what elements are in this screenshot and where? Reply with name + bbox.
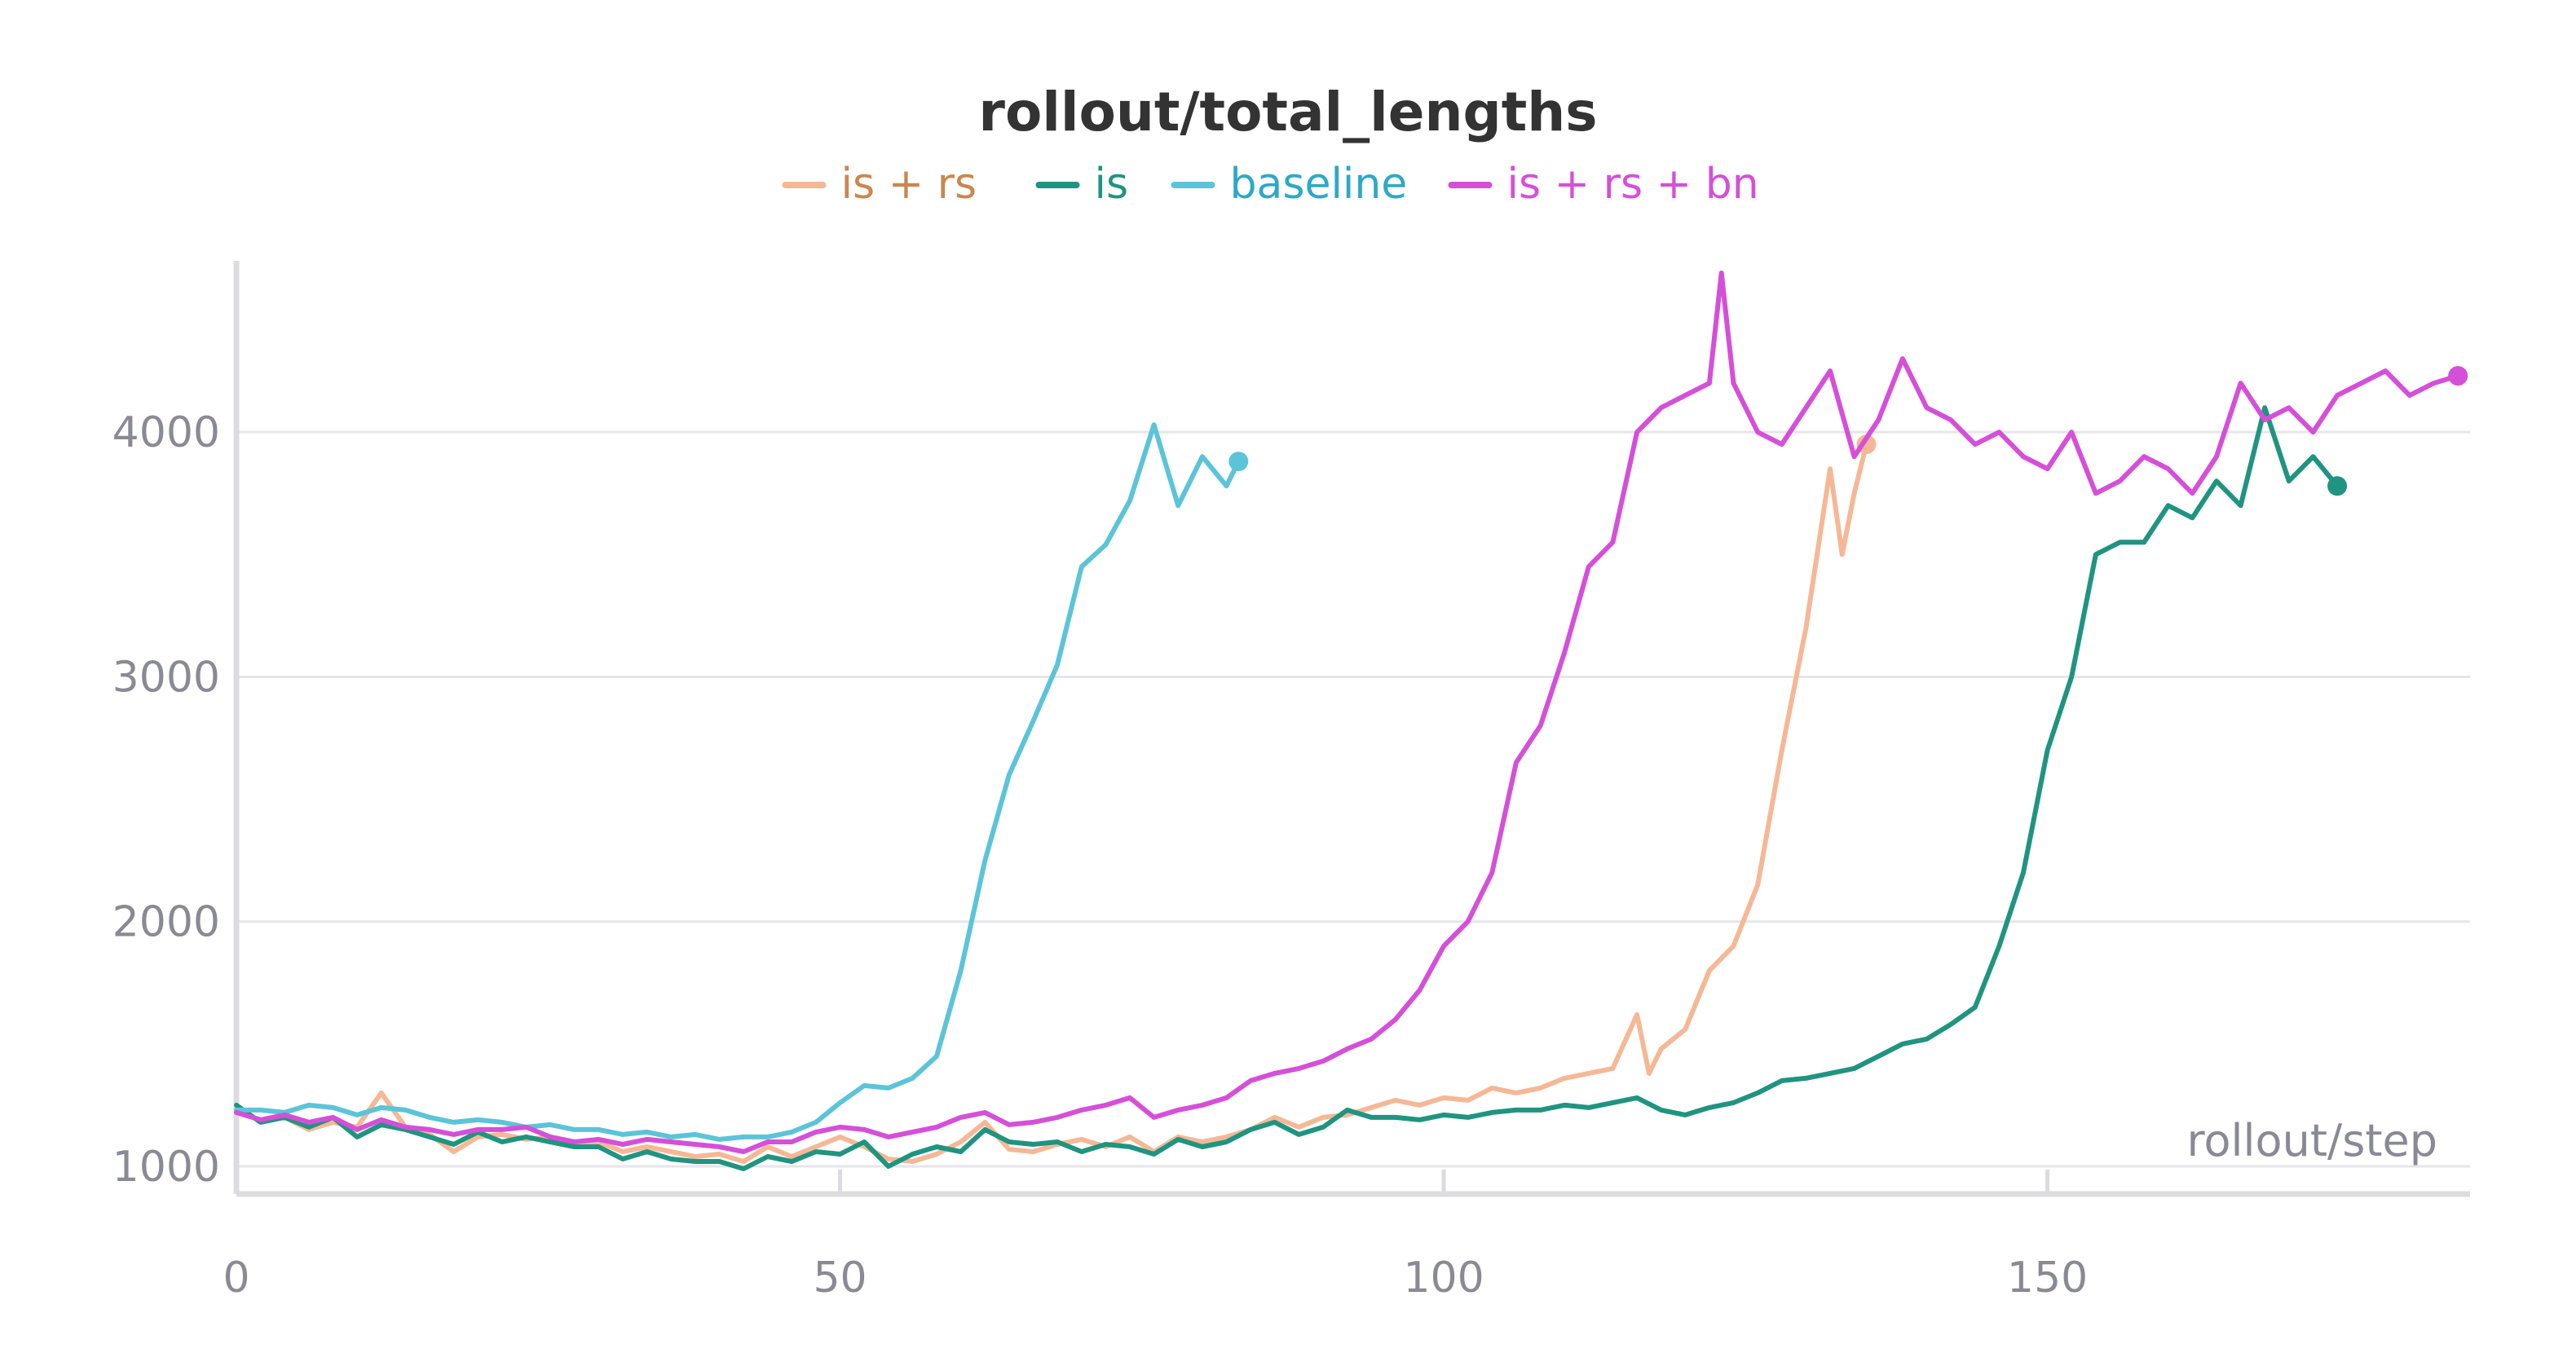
x-tick-label: 150 bbox=[2007, 1254, 2088, 1302]
chart-title: rollout/total_lengths bbox=[978, 81, 1597, 143]
series-end-point-2 bbox=[1228, 452, 1249, 472]
series-line-2 bbox=[234, 422, 1242, 1142]
x-axis-label: rollout/step bbox=[2187, 1115, 2438, 1166]
grid-lines bbox=[236, 430, 2470, 1168]
y-tick-label: 1000 bbox=[112, 1143, 220, 1192]
x-tick-label: 100 bbox=[1403, 1254, 1484, 1302]
y-tick-label: 2000 bbox=[112, 898, 220, 947]
y-tick-label: 4000 bbox=[112, 408, 220, 457]
legend-label-3: is + rs + bn bbox=[1507, 160, 1759, 209]
x-tick-label: 50 bbox=[813, 1254, 867, 1302]
legend-label-1: is bbox=[1095, 160, 1129, 209]
series-lines bbox=[234, 271, 2468, 1171]
legend-label-0: is + rs bbox=[841, 160, 977, 209]
series-line-3 bbox=[234, 271, 2461, 1154]
series-end-point-1 bbox=[2327, 476, 2348, 496]
y-tick-label: 3000 bbox=[112, 653, 220, 702]
series-end-point-3 bbox=[2448, 366, 2468, 386]
series-line-1 bbox=[234, 405, 2340, 1171]
axes bbox=[233, 261, 2470, 1197]
legend: is + rs is baseline is + rs + bn bbox=[782, 160, 1759, 209]
series-line-0 bbox=[234, 442, 1869, 1164]
legend-label-2: baseline bbox=[1230, 160, 1408, 209]
x-tick-label: 0 bbox=[223, 1254, 249, 1302]
tick-labels: 1000 2000 3000 4000 0 50 100 150 bbox=[112, 408, 2089, 1302]
